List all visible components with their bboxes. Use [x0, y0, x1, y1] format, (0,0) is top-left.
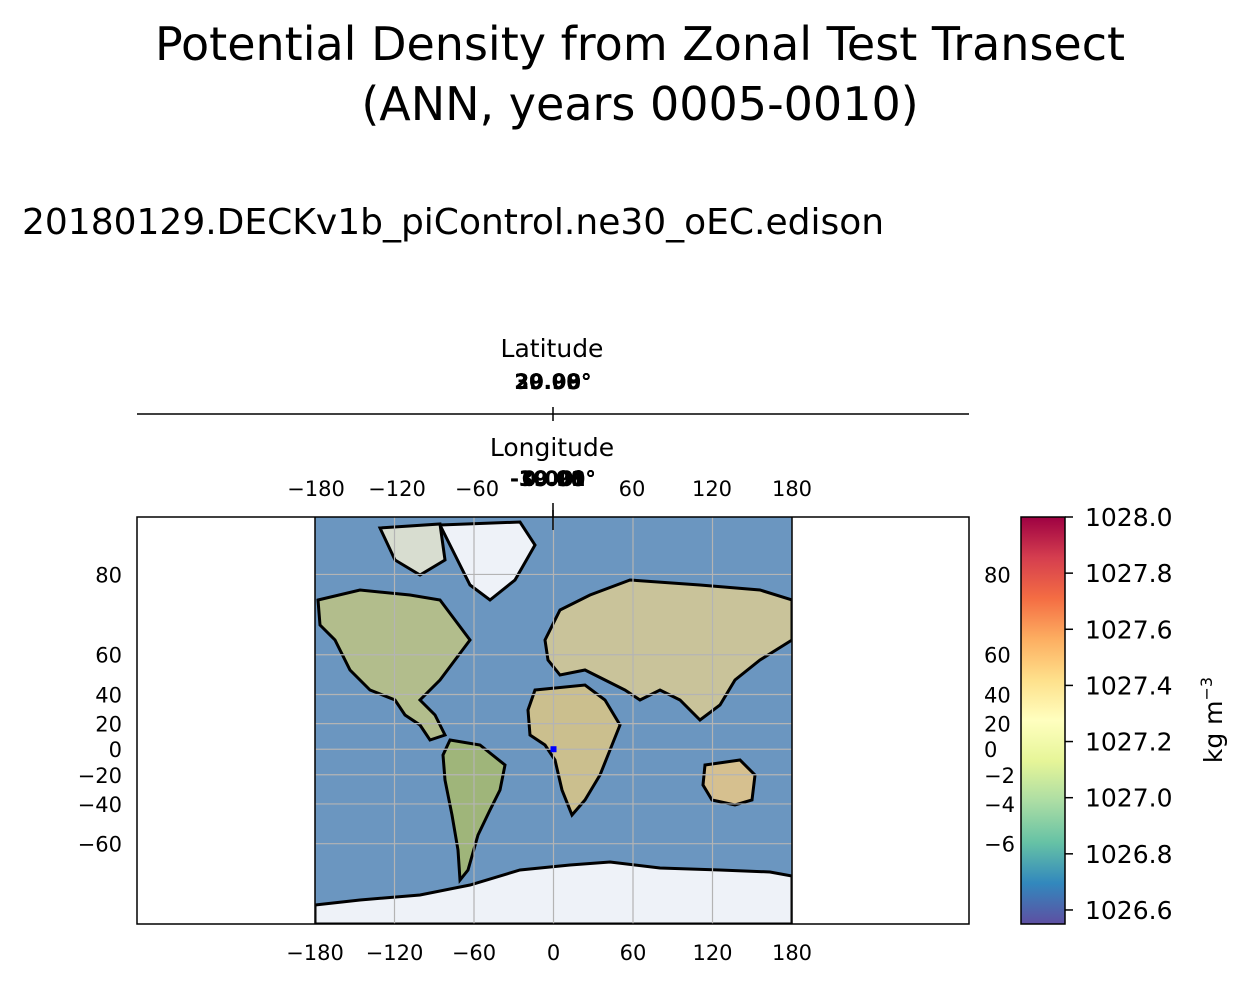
longitude-top-tick-label: −180	[287, 477, 345, 501]
longitude-overlap-label: 0.00°	[522, 467, 584, 491]
longitude-overlap-tick-labels: -30.00°-19.98°-10.01°0.00°	[510, 467, 596, 491]
x-tick-label: 60	[620, 941, 647, 965]
y-tick-label: 40	[95, 683, 122, 707]
colorbar-label: kg m−3	[1197, 677, 1228, 763]
x-tick-label: 180	[772, 941, 812, 965]
latitude-overlap-label: 29.98°	[515, 370, 592, 394]
longitude-axis: Longitude −180 −120 −60 60 120 180 -30.00°-19…	[287, 433, 812, 517]
longitude-overlap-label: -19.98°	[510, 467, 596, 491]
transect-points	[550, 746, 557, 753]
greenland-shape	[437, 520, 537, 602]
colorbar-tick-label: 1026.8	[1085, 840, 1172, 869]
longitude-top-tick-labels: −180 −120 −60 60 120 180	[287, 477, 812, 501]
map-image	[315, 517, 792, 924]
colorbar-tick-label: 1027.2	[1085, 728, 1172, 757]
eurasia-shape	[543, 578, 792, 722]
y-tick-label: 20	[95, 713, 122, 737]
longitude-top-tick-label: 180	[772, 477, 812, 501]
y-right-tick-label: −6	[984, 833, 1015, 857]
y-tick-label: 80	[95, 563, 122, 587]
chart-subtitle: 20180129.DECKv1b_piControl.ne30_oEC.edis…	[22, 202, 885, 243]
x-tick-label: 120	[692, 941, 732, 965]
map-panel: −180 −120 −60 0 60 120 180 −60−40−20020406080 …	[78, 510, 1015, 965]
latitude-overlap-label: 39.99°	[515, 370, 592, 394]
africa-shape	[526, 683, 622, 818]
title-line-1: Potential Density from Zonal Test Transe…	[154, 17, 1126, 71]
transect-point	[550, 746, 557, 753]
colorbar-tick-label: 1027.6	[1085, 615, 1172, 644]
y-tick-label: 0	[109, 738, 122, 762]
latitude-tick-labels: 20.00°29.98°39.99°20.00°	[515, 370, 592, 394]
x-tick-label: −180	[286, 941, 344, 965]
colorbar-tick-label: 1027.0	[1085, 784, 1172, 813]
x-bottom-tick-labels: −180 −120 −60 0 60 120 180	[286, 941, 812, 965]
latitude-overlap-label: 20.00°	[515, 370, 592, 394]
x-tick-label: −120	[366, 941, 424, 965]
colorbar-tick-label: 1028.0	[1085, 503, 1172, 532]
latitude-axis: Latitude 20.00°29.98°39.99°20.00°	[137, 334, 969, 421]
longitude-top-tick-label: 60	[619, 477, 646, 501]
y-tick-label: 60	[95, 644, 122, 668]
title-line-2: (ANN, years 0005-0010)	[361, 77, 919, 131]
y-right-tick-label: 80	[984, 563, 1011, 587]
y-tick-label: −20	[78, 764, 122, 788]
longitude-top-tick-label: −60	[455, 477, 499, 501]
colorbar-tick-label: 1026.6	[1085, 896, 1172, 925]
longitude-top-tick-label: 120	[692, 477, 732, 501]
x-tick-label: −60	[452, 941, 496, 965]
longitude-overlap-label: -10.01°	[510, 467, 596, 491]
y-right-tick-label: 60	[984, 644, 1011, 668]
y-tick-label: −60	[78, 833, 122, 857]
longitude-overlap-label: -30.00°	[510, 467, 596, 491]
latitude-label: Latitude	[501, 334, 604, 363]
y-right-tick-label: 20	[984, 713, 1011, 737]
colorbar-tick-labels: 1026.6 1026.8 1027.0 1027.2 1027.4 1027.6 1027…	[1065, 503, 1172, 925]
x-tick-label: 0	[547, 941, 560, 965]
colorbar-gradient	[1020, 516, 1066, 925]
y-right-tick-label: −4	[984, 793, 1015, 817]
longitude-label: Longitude	[490, 433, 614, 462]
y-right-tick-label: 0	[984, 738, 997, 762]
colorbar-tick-label: 1027.4	[1085, 671, 1172, 700]
chart-title: Potential Density from Zonal Test Transe…	[0, 14, 1257, 134]
latitude-overlap-label: 20.00°	[515, 370, 592, 394]
y-right-tick-label: 40	[984, 683, 1011, 707]
y-right-tick-label: −2	[984, 764, 1015, 788]
y-right-tick-labels: 80 60 40 200−2 −4 −6	[984, 563, 1015, 856]
map-gridlines	[315, 517, 792, 924]
australia-shape	[701, 758, 757, 807]
longitude-top-tick-label: −120	[368, 477, 426, 501]
colorbar-tick-label: 1027.8	[1085, 559, 1172, 588]
arctic-islands-shape	[377, 522, 447, 577]
y-tick-label: −40	[78, 793, 122, 817]
colorbar: 1026.6 1026.8 1027.0 1027.2 1027.4 1027.6 1027…	[1020, 503, 1228, 925]
